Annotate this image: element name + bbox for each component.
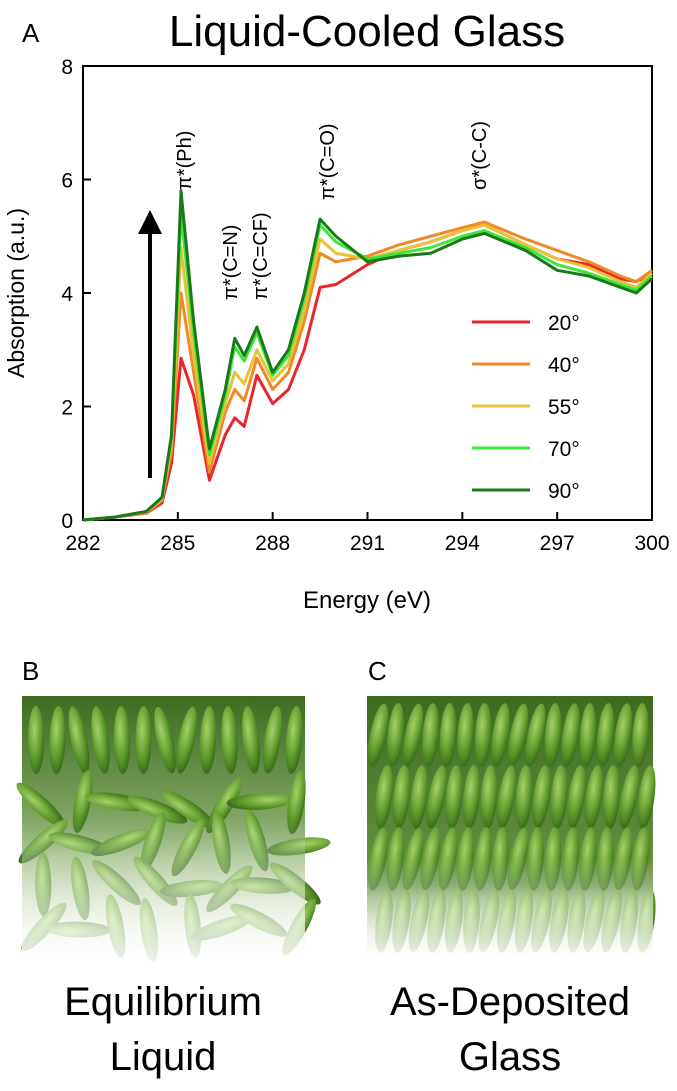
- y-tick-label: 6: [61, 170, 73, 193]
- data-line: [82, 189, 654, 522]
- x-axis-label: Energy (eV): [303, 587, 431, 614]
- panel-label: C: [368, 656, 387, 686]
- caption: Equilibrium: [64, 980, 262, 1024]
- x-tick-label: 297: [540, 532, 575, 555]
- x-tick-label: 291: [350, 532, 385, 555]
- fade: [22, 696, 305, 966]
- illustration-equilibrium-liquid: [16, 696, 331, 966]
- panel-label: B: [22, 656, 39, 686]
- legend-label: 90°: [548, 480, 580, 503]
- y-axis-label: Absorption (a.u.): [3, 208, 29, 378]
- legend-label: 20°: [548, 312, 580, 335]
- x-tick-label: 282: [65, 532, 100, 555]
- caption: Glass: [459, 1035, 561, 1079]
- y-tick-label: 0: [61, 510, 73, 533]
- x-tick-label: 294: [445, 532, 480, 555]
- annotation: σ*(C-C): [469, 121, 491, 190]
- annotation: π*(C=N): [220, 225, 242, 300]
- caption: As-Deposited: [390, 980, 630, 1024]
- legend-label: 40°: [548, 354, 580, 377]
- y-tick-label: 4: [61, 283, 73, 306]
- annotation: π*(C=O): [317, 123, 339, 200]
- fade: [367, 696, 653, 966]
- caption: Liquid: [110, 1035, 217, 1079]
- legend-label: 55°: [548, 396, 580, 419]
- annotation: π*(Ph): [174, 131, 196, 190]
- x-tick-label: 285: [160, 532, 195, 555]
- panel-label: A: [22, 18, 40, 48]
- legend-label: 70°: [548, 438, 580, 461]
- annotation: π*(C=CF): [250, 212, 272, 300]
- illustration-as-deposited-glass: [367, 696, 656, 966]
- x-tick-label: 288: [255, 532, 290, 555]
- y-tick-label: 8: [61, 56, 73, 79]
- y-tick-label: 2: [61, 397, 73, 420]
- chart-title: Liquid-Cooled Glass: [169, 7, 565, 56]
- x-tick-label: 300: [634, 532, 669, 555]
